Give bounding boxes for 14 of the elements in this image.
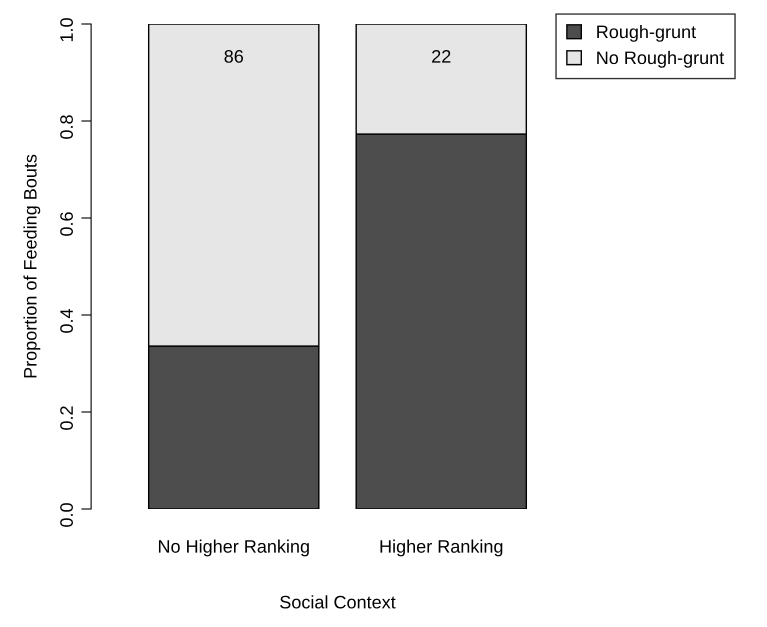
- y-axis-title: Proportion of Feeding Bouts: [23, 154, 40, 378]
- x-tick-label: Higher Ranking: [380, 540, 502, 556]
- y-tick-label: 0.8: [60, 115, 73, 139]
- x-axis-title: Social Context: [280, 595, 396, 609]
- y-tick-label: 0.0: [60, 503, 73, 527]
- y-tick-label: 0.4: [60, 308, 73, 333]
- annotation: 86: [224, 50, 243, 63]
- annotation: 22: [432, 50, 450, 63]
- legend-label: No Rough-grunt: [597, 50, 724, 68]
- y-tick-label: 0.2: [60, 406, 73, 430]
- legend-label: Rough-grunt: [597, 24, 696, 42]
- x-tick-label: No Higher Ranking: [158, 540, 309, 556]
- y-tick-label: 0.6: [60, 212, 73, 236]
- y-tick-label: 1.0: [60, 18, 73, 42]
